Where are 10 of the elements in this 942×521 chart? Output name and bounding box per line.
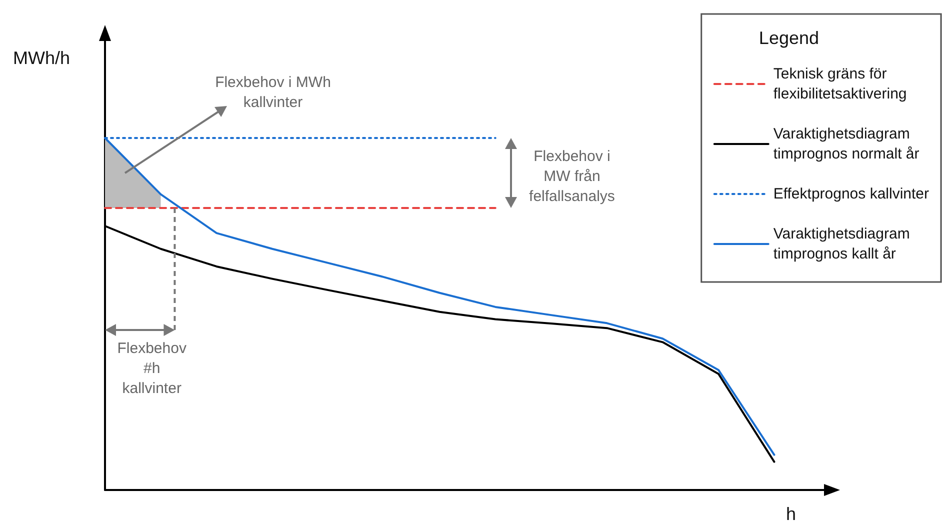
y-axis-title: MWh/h xyxy=(13,48,70,68)
legend-label: Varaktighetsdiagram timprognos kallt år xyxy=(773,226,910,262)
text: Flexbehov i MWh kallvinter xyxy=(215,74,331,111)
legend-label: Effektprognos kallvinter xyxy=(773,186,930,202)
legend-label: Varaktighetsdiagram timprognos normalt år xyxy=(773,126,920,162)
legend-label: Teknisk gräns för flexibilitetsaktivering xyxy=(773,66,907,102)
annotation: Flexbehov i MW från felfallsanalys xyxy=(529,148,615,205)
x-axis-title: h xyxy=(786,504,796,521)
legend-title: Legend xyxy=(758,28,820,48)
annotation: Flexbehov #h kallvinter xyxy=(117,340,187,397)
